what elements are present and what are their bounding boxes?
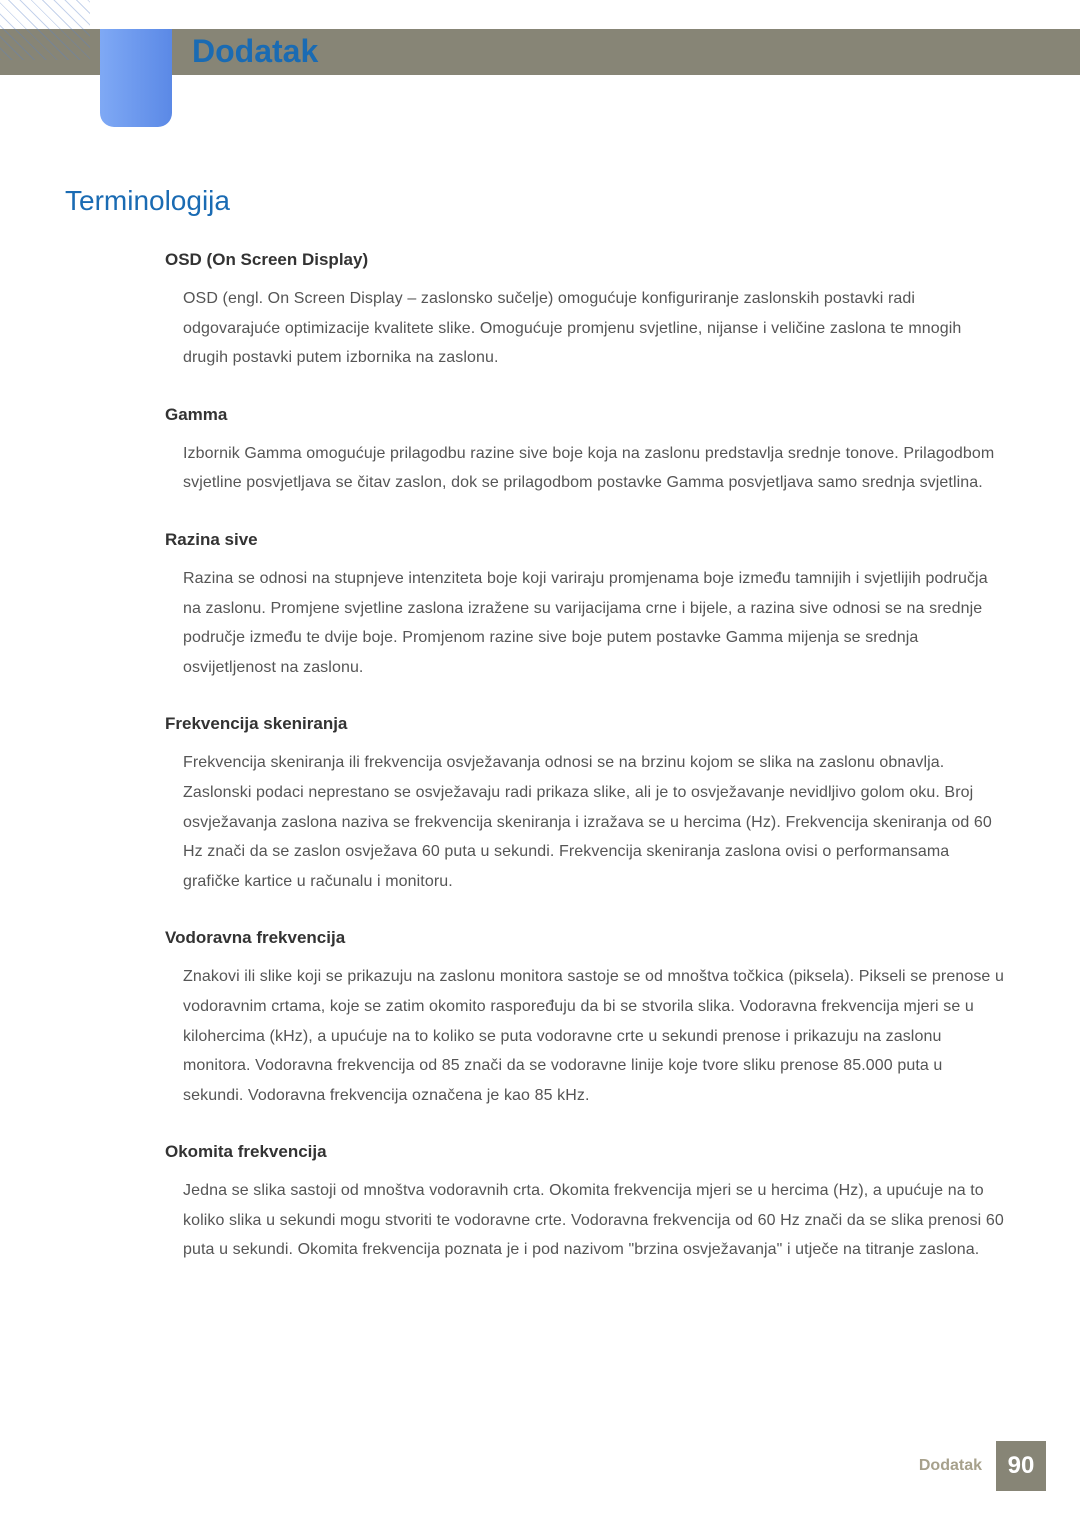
term-heading: Razina sive [165, 530, 1005, 550]
term-body: Frekvencija skeniranja ili frekvencija o… [165, 748, 1005, 896]
term-heading: Okomita frekvencija [165, 1142, 1005, 1162]
term-heading: Vodoravna frekvencija [165, 928, 1005, 948]
term-block: Gamma Izbornik Gamma omogućuje prilagodb… [165, 405, 1005, 498]
term-body: Jedna se slika sastoji od mnoštva vodora… [165, 1176, 1005, 1265]
term-body: OSD (engl. On Screen Display – zaslonsko… [165, 284, 1005, 373]
footer: Dodatak 90 [919, 1441, 1046, 1491]
chapter-tab [100, 29, 172, 127]
term-block: Vodoravna frekvencija Znakovi ili slike … [165, 928, 1005, 1110]
corner-hatch-decoration [0, 0, 90, 60]
term-block: Razina sive Razina se odnosi na stupnjev… [165, 530, 1005, 682]
content-area: OSD (On Screen Display) OSD (engl. On Sc… [165, 250, 1005, 1297]
chapter-title: Dodatak [192, 33, 318, 70]
term-block: OSD (On Screen Display) OSD (engl. On Sc… [165, 250, 1005, 373]
term-body: Znakovi ili slike koji se prikazuju na z… [165, 962, 1005, 1110]
term-heading: Frekvencija skeniranja [165, 714, 1005, 734]
term-heading: OSD (On Screen Display) [165, 250, 1005, 270]
section-title: Terminologija [65, 185, 230, 217]
footer-chapter-label: Dodatak [919, 1457, 982, 1475]
term-body: Razina se odnosi na stupnjeve intenzitet… [165, 564, 1005, 682]
term-block: Frekvencija skeniranja Frekvencija skeni… [165, 714, 1005, 896]
term-body: Izbornik Gamma omogućuje prilagodbu razi… [165, 439, 1005, 498]
term-block: Okomita frekvencija Jedna se slika sasto… [165, 1142, 1005, 1265]
footer-page-number: 90 [996, 1441, 1046, 1491]
term-heading: Gamma [165, 405, 1005, 425]
